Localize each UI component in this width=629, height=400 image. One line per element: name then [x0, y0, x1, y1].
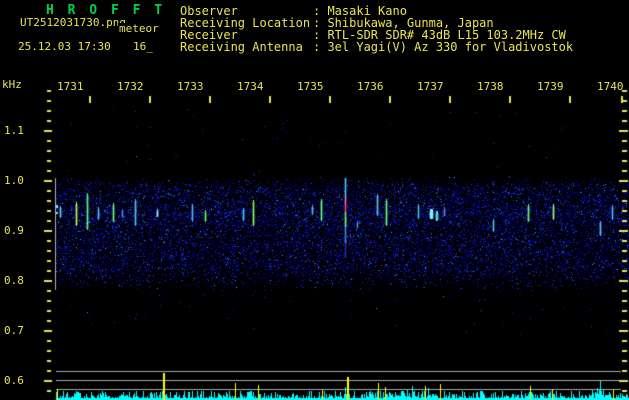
time-tick-label: 1733 — [177, 80, 204, 93]
freq-tick-label: 1.1 — [4, 124, 24, 137]
info-row-receiver: Receiver: RTL-SDR SDR# 43dB L15 103.2MHz… — [180, 29, 573, 41]
freq-tick-label: 0.9 — [4, 224, 24, 237]
time-tick-label: 1734 — [237, 80, 264, 93]
info-row-location: Receiving Location: Shibukawa, Gunma, Ja… — [180, 17, 573, 29]
info-value: Shibukawa, Gunma, Japan — [327, 16, 494, 30]
mode-label: meteor — [118, 22, 160, 35]
freq-tick-label: 0.8 — [4, 274, 24, 287]
time-tick-label: 1731 — [57, 80, 84, 93]
time-tick-label: 1739 — [537, 80, 564, 93]
info-value: Masaki Kano — [327, 4, 407, 18]
output-filename: UT2512031730.png — [20, 16, 126, 29]
info-label: Receiver — [180, 28, 238, 42]
info-label: Receiving Antenna — [180, 40, 303, 54]
record-counter: 16_ — [133, 40, 153, 53]
time-tick-label: 1738 — [477, 80, 504, 93]
info-separator: : — [313, 28, 328, 42]
info-separator: : — [313, 40, 328, 54]
info-separator: : — [313, 4, 328, 18]
time-tick-label: 1735 — [297, 80, 324, 93]
info-separator: : — [313, 16, 328, 30]
station-info: Observer: Masaki Kano Receiving Location… — [180, 5, 573, 53]
time-tick-label: 1737 — [417, 80, 444, 93]
info-value: RTL-SDR SDR# 43dB L15 103.2MHz CW — [327, 28, 566, 42]
info-row-antenna: Receiving Antenna: 3el Yagi(V) Az 330 fo… — [180, 41, 573, 53]
info-label: Observer — [180, 4, 238, 18]
freq-tick-label: 1.0 — [4, 174, 24, 187]
info-row-observer: Observer: Masaki Kano — [180, 5, 573, 17]
freq-tick-label: 0.6 — [4, 374, 24, 387]
time-tick-label: 1740 — [597, 80, 624, 93]
freq-unit-label: kHz — [2, 78, 22, 91]
freq-tick-label: 0.7 — [4, 324, 24, 337]
app-title: H R O F F T — [46, 3, 166, 18]
time-tick-label: 1736 — [357, 80, 384, 93]
info-value: 3el Yagi(V) Az 330 for Vladivostok — [327, 40, 574, 54]
info-label: Receiving Location — [180, 16, 311, 30]
datetime-label: 25.12.03 17:30 — [18, 40, 111, 53]
time-tick-label: 1732 — [117, 80, 144, 93]
